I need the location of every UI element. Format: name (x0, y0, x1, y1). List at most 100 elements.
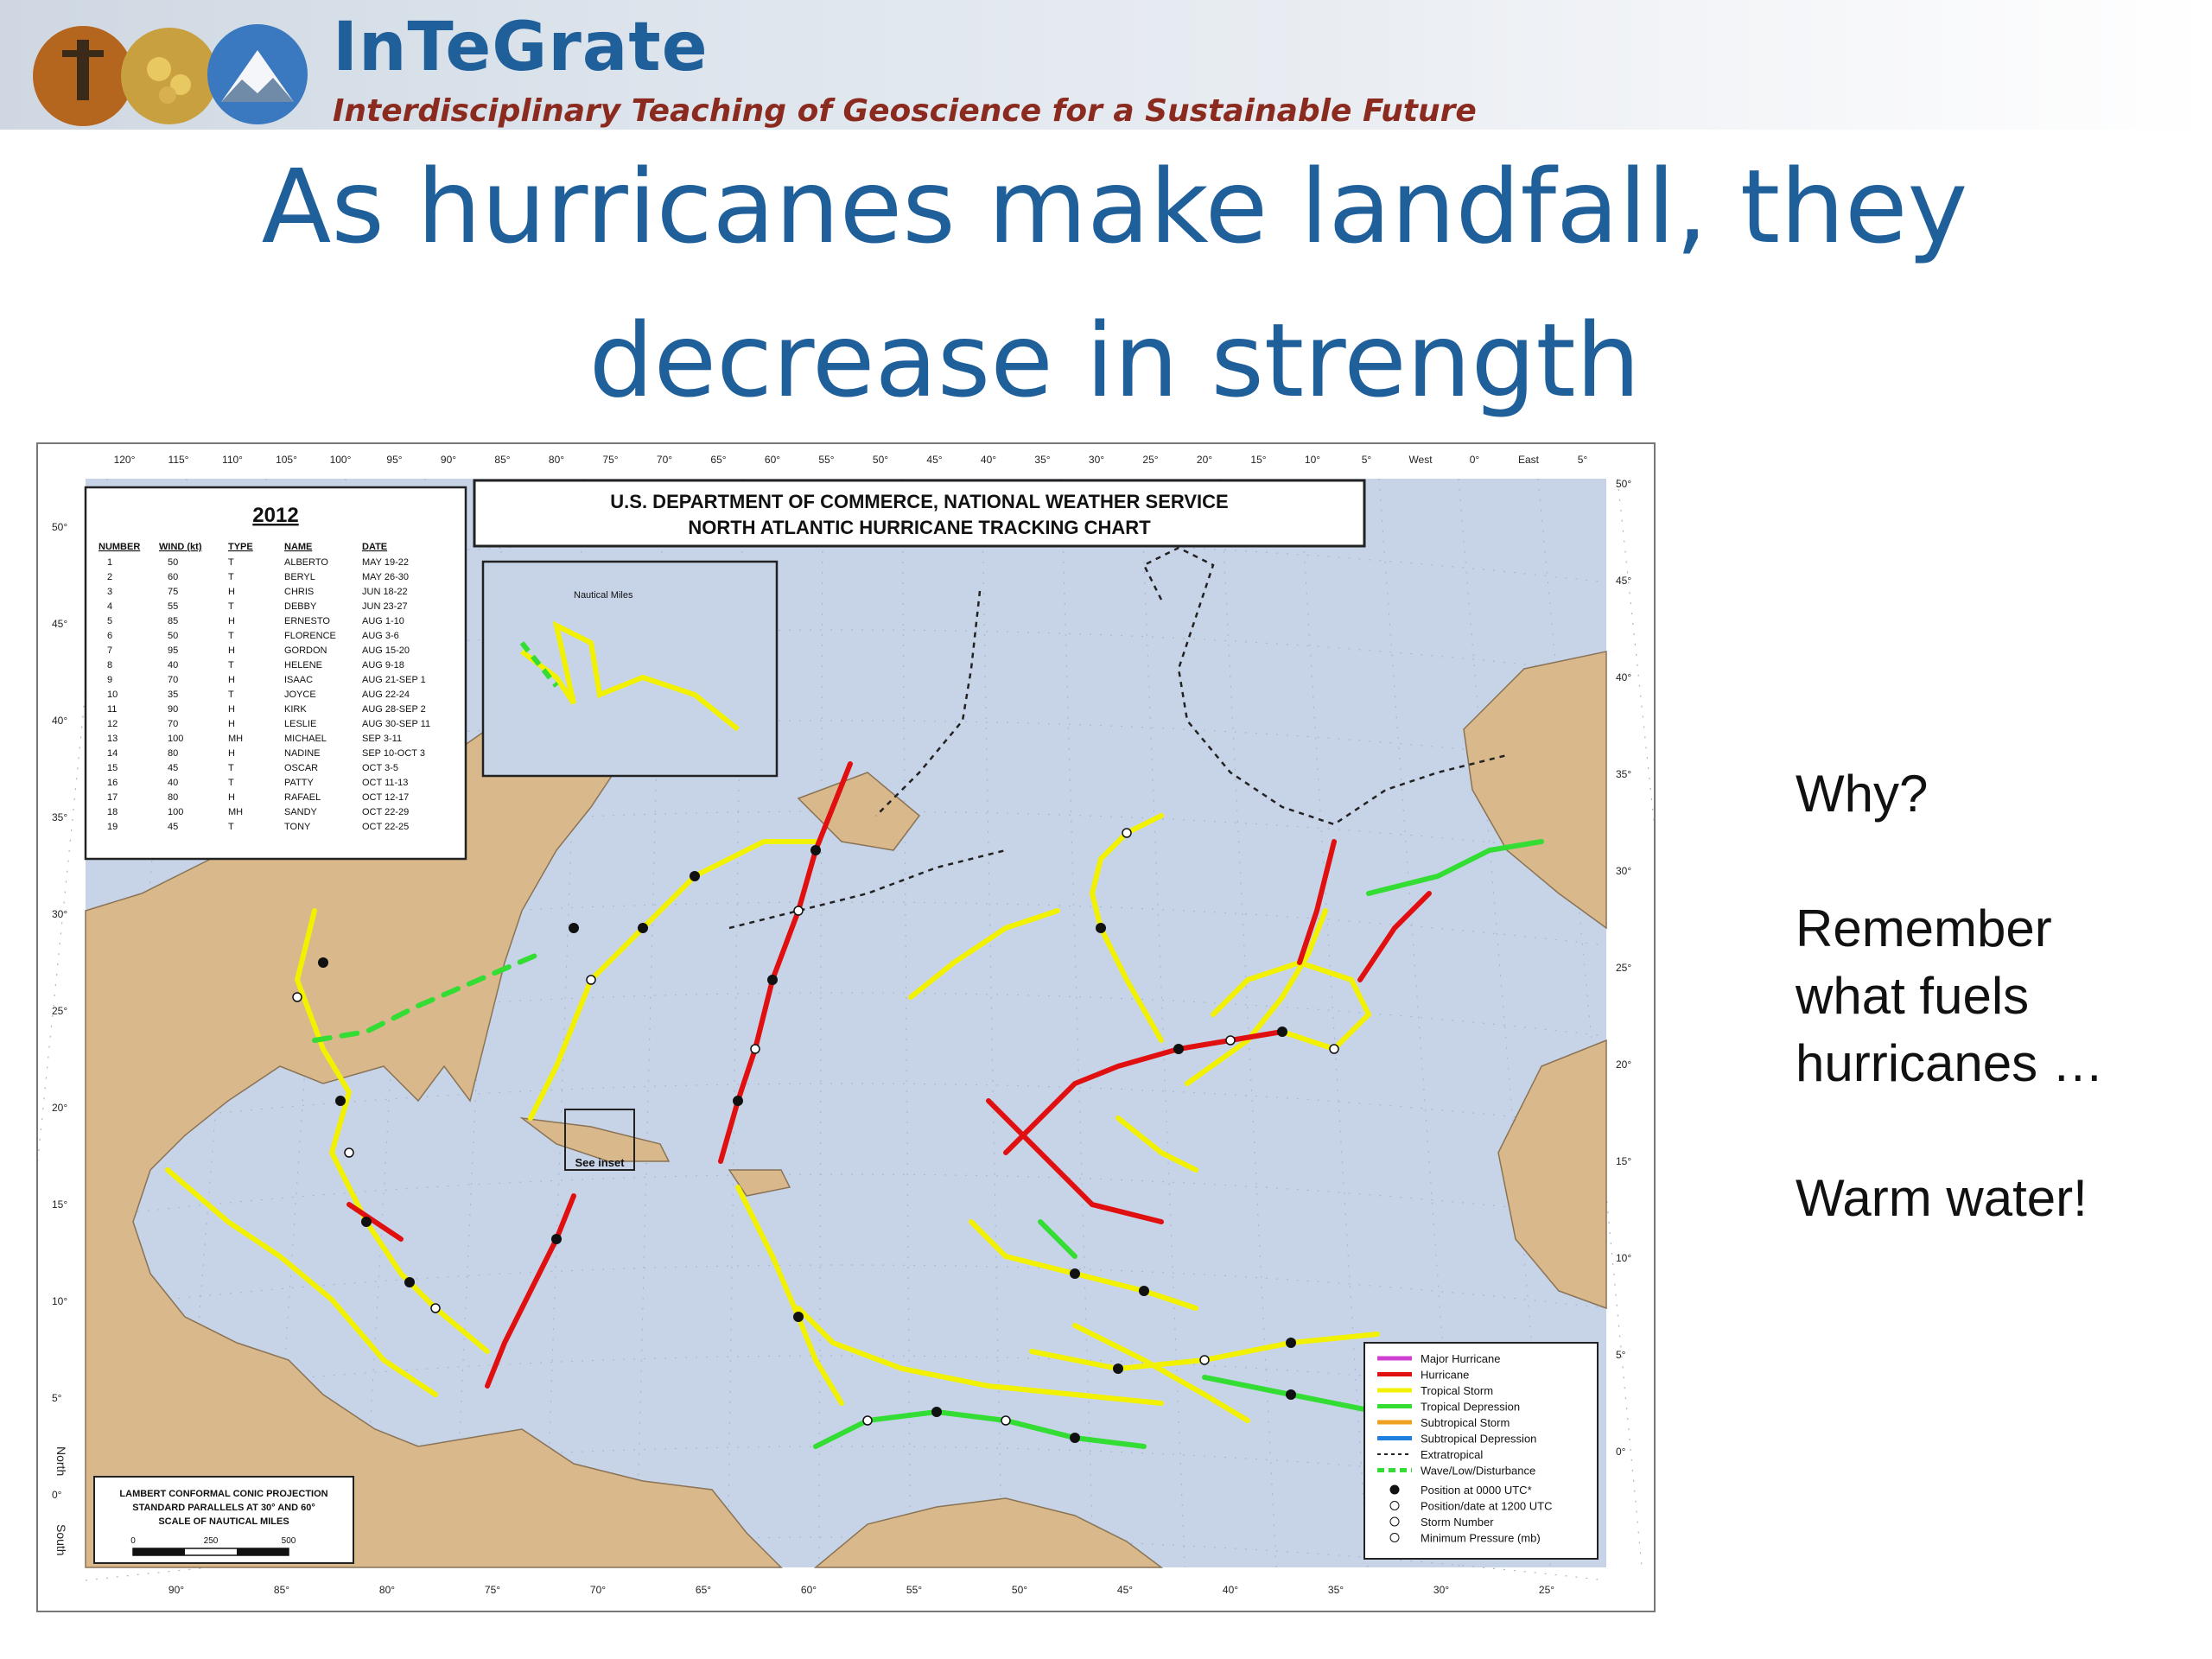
projection-notes: LAMBERT CONFORMAL CONIC PROJECTION STANDA… (119, 1489, 327, 1527)
table-cell: 14 (107, 748, 118, 759)
extratropical-chris (728, 849, 1007, 930)
inset-map (481, 560, 779, 778)
table-cell: 45 (168, 822, 178, 832)
table-header: NAME (284, 542, 312, 552)
right-lat-label: 0° (1616, 1446, 1626, 1458)
table-cell: T (228, 822, 234, 832)
extratropical-leslie (875, 590, 982, 817)
title-line-1: As hurricanes make landfall, they (261, 147, 1968, 266)
top-lon-label: 15° (1250, 454, 1266, 466)
europe-land (1463, 651, 1607, 930)
top-lon-label: 20° (1197, 454, 1212, 466)
track-michael-hurricane (986, 1098, 1164, 1224)
storm-table-box (84, 486, 467, 861)
bottom-lon-label: 35° (1328, 1584, 1344, 1596)
legend-label: Tropical Depression (1421, 1401, 1520, 1414)
legend: Major Hurricane Hurricane Tropical Storm Tr… (1377, 1352, 1536, 1478)
table-cell: OCT 11-13 (362, 778, 408, 788)
extratropical-tracks (728, 546, 1508, 930)
legend-label: Extratropical (1421, 1448, 1483, 1461)
scale-tick: 0 (130, 1536, 136, 1546)
track-wave (312, 951, 542, 1043)
table-cell: 4 (107, 601, 112, 612)
top-lon-label: West (1408, 454, 1433, 466)
bottom-lon-label: 45° (1117, 1584, 1133, 1596)
table-cell: T (228, 601, 234, 612)
bottom-longitude-labels: 90° 85° 80° 75° 70° 65° 60° 55° 50° 45° 40° 35° 30° 2… (168, 1584, 1554, 1596)
left-lat-label: 10° (52, 1295, 67, 1307)
table-cell: 16 (107, 778, 118, 788)
left-lat-label: 40° (52, 715, 67, 727)
chart-header-box (473, 479, 1366, 548)
top-lon-label: 5° (1362, 454, 1372, 466)
table-cell: JUN 18-22 (362, 587, 408, 597)
south-america-land (813, 1497, 1164, 1568)
tracking-chart-svg: 120° 115° 110° 105° 100° 95° 90° 85° 80° 75° 70° 65… (0, 454, 1734, 1596)
left-lat-label: 0° (52, 1489, 62, 1501)
top-lon-label: 90° (441, 454, 456, 466)
inset-track-wave (519, 641, 559, 688)
top-lon-label: East (1518, 454, 1540, 466)
cuba-island (519, 1116, 671, 1162)
slide-title: As hurricanes make landfall, they decrea… (130, 130, 2100, 437)
table-cell: H (228, 792, 235, 803)
table-cell: 45 (168, 763, 178, 773)
top-lon-label: 55° (818, 454, 834, 466)
track-isaac-ts (796, 1306, 1164, 1406)
axis-north: North (54, 1446, 68, 1476)
table-cell: 40 (168, 778, 178, 788)
see-inset-box (564, 1109, 635, 1171)
top-lon-label: 5° (1578, 454, 1588, 466)
table-cell: MAY 19-22 (362, 557, 409, 568)
table-cell: RAFAEL (284, 792, 321, 803)
table-cell: AUG 21-SEP 1 (362, 675, 426, 685)
legend-notes: Position at 0000 UTC* Position/date at 12… (1389, 1484, 1552, 1545)
table-cell: 1 (107, 557, 112, 568)
table-cell: NADINE (284, 748, 321, 759)
side-remember: Remember what fuels hurricanes … (1796, 899, 2104, 1092)
right-latitude-labels: 50° 45° 40° 35° 30° 25° 20° 15° 10° 5° 0° (1616, 478, 1631, 1458)
top-lon-label: 65° (710, 454, 726, 466)
bottom-lon-label: 65° (696, 1584, 711, 1596)
left-lat-label: 45° (52, 618, 67, 630)
table-cell: 19 (107, 822, 118, 832)
storm-table: NUMBER WIND (kt) TYPE NAME DATE 1 50 T ALBERTO MA… (99, 542, 430, 832)
bottom-lon-label: 50° (1012, 1584, 1027, 1596)
table-cell: AUG 28-SEP 2 (362, 704, 426, 715)
left-lat-label: 35° (52, 811, 67, 823)
right-lat-label: 40° (1616, 671, 1631, 683)
top-lon-label: 80° (549, 454, 564, 466)
table-cell: SEP 3-11 (362, 734, 402, 744)
table-header: NUMBER (99, 542, 140, 552)
table-cell: 7 (107, 645, 112, 656)
track-gordon-td (1366, 839, 1544, 896)
top-lon-label: 0° (1470, 454, 1480, 466)
table-cell: T (228, 690, 234, 700)
bottom-lon-label: 30° (1433, 1584, 1449, 1596)
track-gordon-east (1357, 891, 1432, 982)
table-cell: MICHAEL (284, 734, 327, 744)
table-cell: ERNESTO (284, 616, 330, 626)
track-gordon-hurricane (1297, 839, 1337, 965)
table-cell: PATTY (284, 778, 314, 788)
table-cell: CHRIS (284, 587, 314, 597)
extratropical-nadine (1142, 546, 1508, 826)
left-lat-label: 50° (52, 521, 67, 533)
table-cell: T (228, 631, 234, 641)
table-cell: 13 (107, 734, 118, 744)
top-lon-label: 70° (657, 454, 672, 466)
table-header: WIND (kt) (159, 542, 202, 552)
table-cell: OCT 22-29 (362, 807, 409, 817)
table-cell: 10 (107, 690, 118, 700)
top-lon-label: 45° (926, 454, 942, 466)
legend-label: Subtropical Storm (1421, 1416, 1510, 1429)
table-cell: 3 (107, 587, 112, 597)
table-cell: 8 (107, 660, 112, 671)
table-cell: GORDON (284, 645, 327, 656)
legend-note-label: Storm Number (1421, 1516, 1494, 1529)
table-cell: 9 (107, 675, 112, 685)
table-cell: JUN 23-27 (362, 601, 408, 612)
table-cell: 40 (168, 660, 178, 671)
table-cell: H (228, 719, 235, 729)
right-lat-label: 25° (1616, 962, 1631, 974)
